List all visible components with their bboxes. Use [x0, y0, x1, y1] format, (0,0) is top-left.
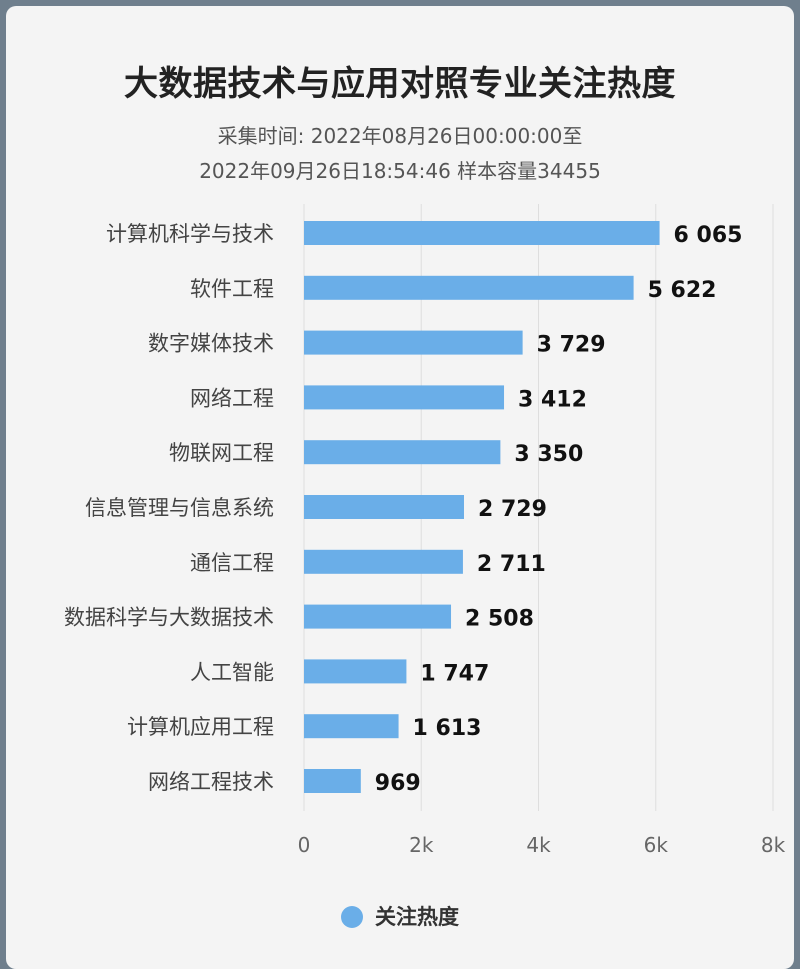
category-label: 通信工程 — [190, 551, 274, 575]
bar-chart: 0 2k 4k 6k 8k 计算机科学与技术 6 065 软件工程 5 622 数字媒体技术 3 7… — [64, 204, 786, 857]
category-label: 物联网工程 — [169, 441, 274, 465]
data-label: 6 065 — [674, 223, 743, 248]
category-label: 软件工程 — [190, 277, 274, 301]
data-label: 3 412 — [518, 387, 587, 412]
bar — [304, 330, 523, 355]
data-label: 1 747 — [420, 661, 489, 686]
legend-marker — [341, 906, 363, 928]
x-tick-label: 6k — [644, 833, 669, 857]
x-tick-label: 2k — [409, 833, 434, 857]
x-tick-label: 8k — [761, 833, 786, 857]
x-tick-label: 0 — [298, 833, 311, 857]
legend[interactable]: 关注热度 — [6, 901, 794, 931]
chart-title: 大数据技术与应用对照专业关注热度 — [124, 64, 676, 104]
x-tick-label: 4k — [526, 833, 551, 857]
chart-card: 大数据技术与应用对照专业关注热度 采集时间: 2022年08月26日00:00:… — [6, 6, 794, 969]
legend-label: 关注热度 — [375, 905, 459, 929]
data-label: 2 711 — [477, 552, 546, 577]
data-label: 5 622 — [648, 278, 717, 303]
category-label: 信息管理与信息系统 — [85, 496, 274, 520]
bar — [304, 275, 634, 300]
category-label: 计算机应用工程 — [127, 715, 274, 739]
bar — [304, 385, 505, 410]
chart-subtitle-line-2: 2022年09月26日18:54:46 样本容量34455 — [199, 159, 601, 183]
bar — [304, 440, 501, 465]
data-label: 2 508 — [465, 607, 534, 632]
category-label: 人工智能 — [190, 660, 274, 684]
bar — [304, 714, 399, 739]
category-label: 网络工程技术 — [148, 770, 274, 794]
data-label: 2 729 — [478, 497, 547, 522]
bar — [304, 659, 407, 684]
bar — [304, 769, 361, 793]
category-label: 网络工程 — [190, 386, 274, 410]
data-label: 969 — [375, 771, 421, 796]
data-label: 1 613 — [413, 716, 482, 741]
bar — [304, 549, 463, 574]
data-label: 3 729 — [537, 333, 606, 358]
category-label: 计算机科学与技术 — [106, 222, 274, 246]
category-label: 数据科学与大数据技术 — [64, 606, 274, 630]
data-label: 3 350 — [514, 442, 583, 467]
bar — [304, 604, 452, 629]
bar — [304, 495, 464, 519]
bar — [304, 221, 660, 245]
category-label: 数字媒体技术 — [148, 332, 274, 356]
chart-subtitle-line-1: 采集时间: 2022年08月26日00:00:00至 — [217, 124, 583, 148]
